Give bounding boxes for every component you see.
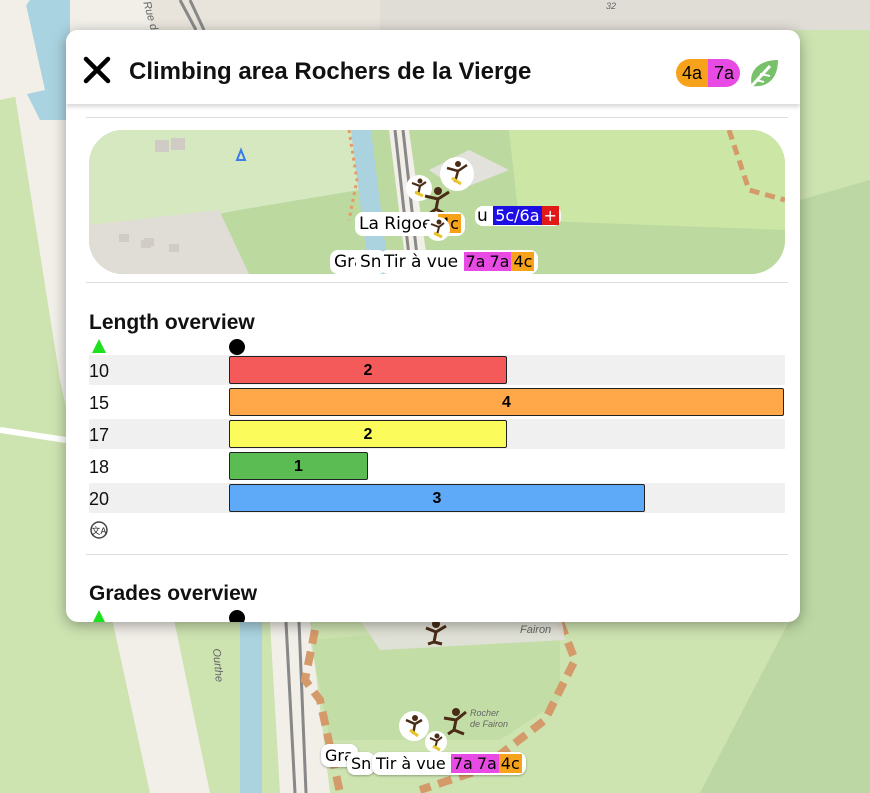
divider <box>86 117 788 118</box>
length-count-bar[interactable]: 1 <box>229 452 368 480</box>
grade-badge: 4c <box>511 252 535 271</box>
translate-icon[interactable]: 文A <box>90 521 108 539</box>
grades-overview-heading: Grades overview <box>89 582 258 605</box>
place-label: Fairon <box>520 624 552 636</box>
climbing-leaf-icon[interactable] <box>744 56 782 92</box>
climber-marker-icon[interactable] <box>398 710 430 742</box>
sector-label-text: Sn <box>351 754 372 773</box>
grade-min: 4a <box>676 59 709 87</box>
house-number: 32 <box>606 1 617 11</box>
length-row: 20 3 <box>89 483 785 513</box>
popup-body[interactable]: La Rigoe 4c u 5c/6a+ Gra Sn Tir à vue 7a… <box>66 104 800 622</box>
length-count-bar[interactable]: 2 <box>229 356 507 384</box>
length-value: 15 <box>89 393 110 413</box>
length-overview-heading: Length overview <box>89 311 255 334</box>
climber-icon[interactable] <box>421 186 453 216</box>
length-count-bar[interactable]: 2 <box>229 420 507 448</box>
length-count-bar[interactable]: 4 <box>229 388 784 416</box>
grades-icon <box>93 610 105 622</box>
climbing-area-popup: Climbing area Rochers de la Vierge 4a 7a <box>66 30 800 622</box>
route-count-icon <box>229 339 245 355</box>
area-minimap[interactable]: La Rigoe 4c u 5c/6a+ Gra Sn Tir à vue 7a… <box>89 130 785 274</box>
length-row: 17 2 <box>89 419 785 449</box>
climber-marker-icon[interactable] <box>425 216 451 242</box>
rock-label: Rocher de Fairon <box>470 708 509 729</box>
grade-badge: 5c/6a <box>493 206 542 225</box>
map-sector-label[interactable]: Sn <box>347 752 376 775</box>
climber-marker-icon[interactable] <box>405 174 433 202</box>
length-icon <box>92 339 106 353</box>
sector-label-text: u <box>477 206 488 226</box>
length-row: 18 1 <box>89 451 785 481</box>
divider <box>86 554 788 555</box>
sector-label-text: Tir à vue <box>376 754 446 773</box>
grade-range-badge: 4a 7a <box>676 59 741 87</box>
climber-icon[interactable] <box>440 706 470 736</box>
sector-label-text: Tir à vue <box>384 252 459 272</box>
grade-badge: 7a <box>487 252 512 271</box>
climber-marker-icon[interactable] <box>439 156 475 192</box>
grade-badge: 7a <box>450 754 475 773</box>
minimap-sector-label[interactable]: Tir à vue 7a 7a 4c <box>380 250 539 274</box>
route-count-icon <box>229 610 245 622</box>
climber-marker-icon[interactable] <box>424 730 448 754</box>
grade-max: 7a <box>708 59 741 87</box>
grade-badge: 7a <box>463 252 488 271</box>
sector-label-text: Sn <box>360 252 382 272</box>
close-icon <box>83 56 111 84</box>
svg-text:文A: 文A <box>91 525 107 537</box>
climber-icon[interactable] <box>420 618 450 646</box>
length-value: 17 <box>89 425 110 445</box>
length-value: 10 <box>89 361 110 381</box>
grade-badge-partial: + <box>541 206 559 225</box>
divider <box>86 282 788 283</box>
length-count-bar[interactable]: 3 <box>229 484 645 512</box>
popup-title: Climbing area Rochers de la Vierge <box>129 58 532 85</box>
sector-label-text: La Rigo <box>359 214 423 234</box>
grade-badge: 7a <box>474 754 499 773</box>
length-value: 20 <box>89 489 110 509</box>
length-row: 15 4 <box>89 387 785 417</box>
map-sector-label[interactable]: Tir à vue 7a 7a 4c <box>372 752 526 775</box>
grade-badge: 4c <box>498 754 522 773</box>
length-row: 10 2 <box>89 355 785 385</box>
sector-label-text: Gra <box>325 746 354 765</box>
minimap-sector-label[interactable]: u 5c/6a + <box>475 206 561 226</box>
popup-header: Climbing area Rochers de la Vierge 4a 7a <box>66 30 800 104</box>
close-button[interactable] <box>82 55 112 85</box>
length-value: 18 <box>89 457 110 477</box>
